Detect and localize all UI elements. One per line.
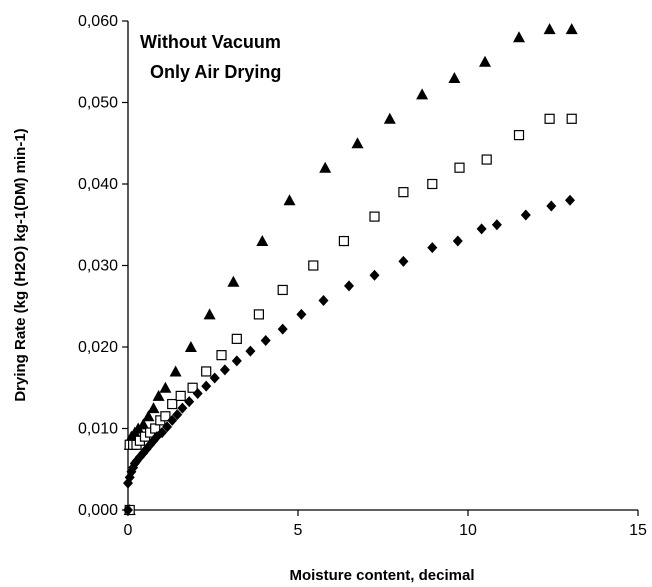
series-square-open <box>124 113 577 516</box>
data-markers <box>123 23 578 516</box>
data-point-triangle <box>543 23 556 35</box>
data-point-triangle <box>448 72 461 84</box>
data-point-square-open <box>544 113 555 124</box>
data-point-diamond <box>192 387 203 399</box>
y-tick-label: 0,010 <box>78 421 118 438</box>
data-point-diamond <box>162 421 173 433</box>
y-tick-label: 0,030 <box>78 258 118 275</box>
data-point-square-open <box>398 187 409 198</box>
data-point-triangle <box>383 112 396 124</box>
data-point-diamond <box>219 364 230 376</box>
data-point-square-open <box>566 113 577 124</box>
data-point-square-open <box>175 390 186 401</box>
data-point-diamond <box>172 409 183 421</box>
data-point-square-open <box>277 284 288 296</box>
data-point-diamond <box>344 280 354 292</box>
data-point-diamond <box>369 269 380 281</box>
data-point-triangle <box>227 275 240 287</box>
data-point-diamond <box>277 323 288 335</box>
data-point-diamond <box>260 334 271 346</box>
data-point-square-open <box>201 366 212 377</box>
data-point-diamond <box>157 427 167 439</box>
data-point-square-open <box>253 309 264 320</box>
data-point-triangle <box>351 137 364 149</box>
data-point-diamond <box>123 504 133 516</box>
data-point-square-open <box>187 382 198 393</box>
series-diamond <box>123 194 575 516</box>
x-axis-title: Moisture content, decimal <box>289 567 474 584</box>
data-point-square-open <box>150 423 161 434</box>
data-point-diamond <box>177 402 188 414</box>
data-point-diamond <box>184 396 195 408</box>
y-tick-label: 0,040 <box>78 176 118 193</box>
x-ticks: 0 5 10 15 <box>124 510 647 539</box>
data-point-square-open <box>513 130 525 141</box>
data-point-diamond <box>520 209 531 221</box>
y-ticks: 0,000 0,010 0,020 0,030 0,040 0,050 0,060 <box>78 13 128 519</box>
data-point-diamond <box>476 223 487 235</box>
data-point-triangle <box>142 410 155 422</box>
data-point-triangle <box>159 381 172 393</box>
data-point-diamond <box>318 295 329 307</box>
y-axis-title: Drying Rate (kg (H2O) kg-1(DM) min-1) <box>12 128 29 401</box>
plot-area: 0,000 0,010 0,020 0,030 0,040 0,050 0,060 0 5 10… <box>78 13 647 539</box>
data-point-triangle <box>137 418 150 430</box>
data-point-triangle <box>416 88 429 100</box>
data-point-diamond <box>565 194 575 206</box>
data-point-triangle <box>283 194 296 206</box>
data-point-square-open <box>216 350 227 361</box>
data-point-triangle <box>319 161 332 173</box>
data-point-triangle <box>147 402 160 414</box>
data-point-diamond <box>296 308 307 320</box>
data-point-triangle <box>169 365 182 377</box>
data-point-square-open <box>369 211 380 222</box>
data-point-square-open <box>231 333 242 344</box>
data-point-triangle <box>184 341 197 352</box>
x-tick-label: 15 <box>629 522 647 539</box>
data-point-diamond <box>546 200 557 212</box>
data-point-diamond <box>231 355 242 367</box>
series-triangle <box>123 23 578 515</box>
data-point-square-open <box>160 411 171 422</box>
data-point-triangle <box>256 235 269 247</box>
annotation-line-2: Only Air Drying <box>150 62 281 82</box>
y-tick-label: 0,000 <box>78 502 118 519</box>
y-tick-label: 0,050 <box>78 95 118 112</box>
data-point-diamond <box>167 414 178 426</box>
data-point-diamond <box>201 380 212 392</box>
data-point-square-open <box>481 154 492 165</box>
data-point-diamond <box>398 255 409 267</box>
data-point-diamond <box>427 242 438 254</box>
x-tick-label: 0 <box>124 522 133 539</box>
data-point-diamond <box>245 345 256 357</box>
data-point-square-open <box>454 162 465 173</box>
x-tick-label: 10 <box>459 522 477 539</box>
data-point-triangle <box>152 389 165 401</box>
data-point-triangle <box>203 308 216 320</box>
data-point-diamond <box>209 372 220 384</box>
data-point-triangle <box>479 55 491 67</box>
y-tick-label: 0,020 <box>78 339 118 356</box>
data-point-diamond <box>491 219 502 231</box>
y-tick-label: 0,060 <box>78 13 118 30</box>
data-point-diamond <box>452 235 463 247</box>
annotation-line-1: Without Vacuum <box>140 32 281 52</box>
data-point-square-open <box>427 178 438 190</box>
data-point-square-open <box>308 260 319 271</box>
data-point-square-open <box>338 235 349 247</box>
x-tick-label: 5 <box>294 522 303 539</box>
data-point-triangle <box>513 31 525 43</box>
data-point-square-open <box>167 398 178 410</box>
data-point-triangle <box>565 23 578 35</box>
